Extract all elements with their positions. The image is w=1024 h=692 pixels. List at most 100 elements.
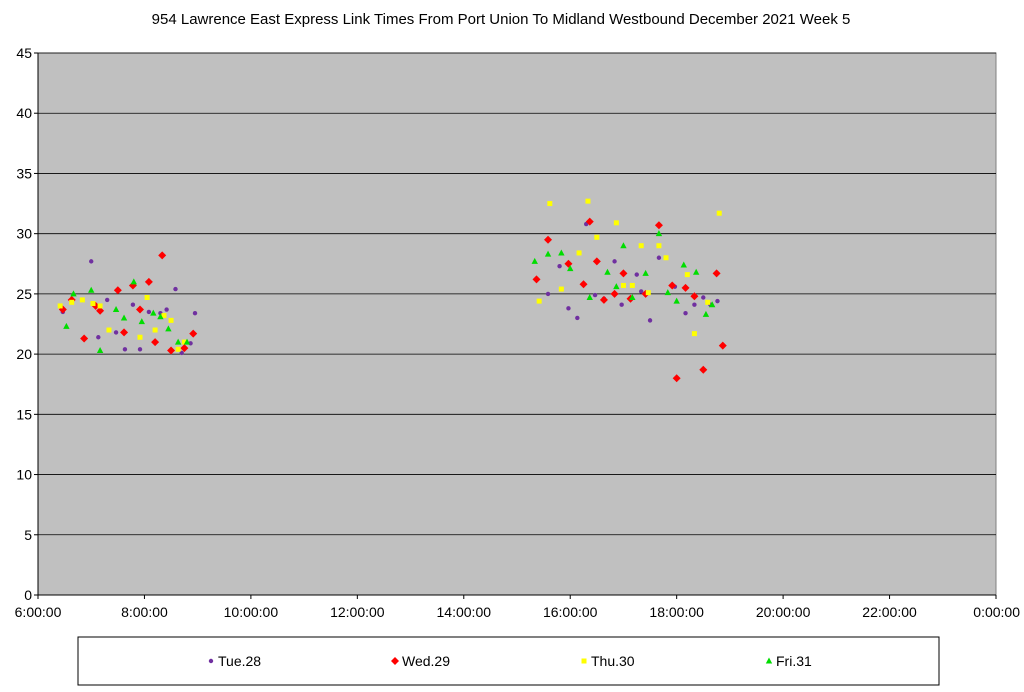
data-point [547, 201, 553, 207]
data-point [544, 250, 552, 257]
data-point [181, 339, 187, 345]
y-tick-label: 45 [16, 45, 32, 61]
data-point [106, 327, 112, 333]
data-point [668, 281, 677, 290]
data-point [137, 334, 143, 340]
data-point [629, 294, 636, 301]
chart-title: 954 Lawrence East Express Link Times Fro… [152, 11, 851, 28]
data-point [673, 297, 680, 304]
x-tick-label: 6:00:00 [15, 604, 62, 620]
data-point [705, 299, 711, 305]
y-tick-label: 30 [16, 226, 32, 242]
data-point [130, 278, 137, 285]
x-tick-label: 10:00:00 [224, 604, 279, 620]
data-point [137, 347, 143, 352]
data-point [712, 269, 721, 278]
data-point [120, 328, 129, 337]
data-point [192, 310, 198, 316]
y-axis: 0 5 10 15 20 25 30 35 40 45 [16, 45, 39, 603]
data-point [189, 329, 198, 338]
data-point [656, 243, 662, 249]
legend-marker [765, 657, 773, 664]
series-thu-30 [57, 198, 722, 352]
data-point [90, 301, 96, 307]
data-point [654, 221, 663, 230]
data-point [613, 283, 620, 290]
data-point [165, 325, 172, 332]
series-tue-28 [60, 221, 720, 356]
series-wed-29 [58, 217, 727, 383]
data-point [575, 315, 580, 321]
data-point [80, 334, 89, 343]
data-point [613, 220, 619, 226]
data-point [663, 255, 669, 261]
data-point [150, 309, 157, 316]
data-point [151, 338, 160, 347]
data-point [638, 243, 644, 249]
data-point [592, 257, 601, 266]
data-point [683, 310, 688, 316]
data-point [680, 261, 687, 268]
data-point [690, 292, 699, 301]
x-tick-label: 20:00:00 [756, 604, 811, 620]
legend-label: Fri.31 [776, 653, 812, 669]
x-tick-label: 0:00:00 [973, 604, 1020, 620]
data-point [708, 301, 716, 308]
data-point [57, 303, 63, 309]
data-point [715, 298, 720, 304]
data-point [684, 272, 690, 278]
data-point [70, 290, 77, 297]
data-point [619, 302, 624, 307]
y-tick-label: 0 [24, 587, 32, 603]
data-point [638, 289, 644, 294]
data-points [57, 198, 727, 383]
data-point [558, 286, 564, 292]
data-point [545, 291, 551, 297]
data-point [157, 313, 164, 320]
data-point [89, 259, 94, 264]
data-point [576, 250, 582, 256]
data-point [566, 306, 571, 311]
data-point [691, 331, 697, 337]
data-point [544, 235, 553, 244]
data-point [681, 283, 690, 292]
data-point [152, 327, 158, 333]
data-point [97, 303, 103, 309]
data-point [96, 335, 101, 340]
data-point [96, 306, 105, 315]
data-point [585, 198, 591, 204]
data-point [69, 299, 75, 305]
data-point [79, 297, 85, 303]
data-point [179, 350, 184, 356]
legend-label: Wed.29 [402, 653, 450, 669]
data-point [579, 280, 588, 289]
data-point [174, 338, 182, 345]
data-point [620, 282, 626, 288]
data-point [586, 294, 593, 301]
data-point [594, 234, 600, 240]
y-tick-label: 40 [16, 105, 32, 121]
data-point [612, 259, 617, 264]
data-point [164, 307, 169, 312]
data-point [629, 282, 635, 288]
series-fri-31 [63, 230, 716, 353]
legend: Tue.28 Wed.29 Thu.30 Fri.31 [208, 653, 812, 669]
legend-label: Thu.30 [591, 653, 635, 669]
data-point [634, 272, 639, 277]
data-point [112, 306, 120, 313]
data-point [536, 298, 542, 304]
data-point [672, 374, 681, 383]
plot-area [37, 52, 997, 596]
data-point [173, 286, 178, 292]
data-point [175, 346, 181, 352]
data-point [699, 365, 708, 374]
data-point [557, 263, 562, 269]
y-tick-label: 10 [16, 467, 32, 483]
data-point [183, 338, 191, 345]
data-point [701, 295, 706, 300]
legend-marker [208, 658, 214, 664]
y-tick-label: 20 [16, 346, 32, 362]
x-axis: 6:00:00 8:00:00 10:00:00 12:00:00 14:00:00 16… [15, 594, 1020, 620]
y-tick-label: 25 [16, 286, 32, 302]
